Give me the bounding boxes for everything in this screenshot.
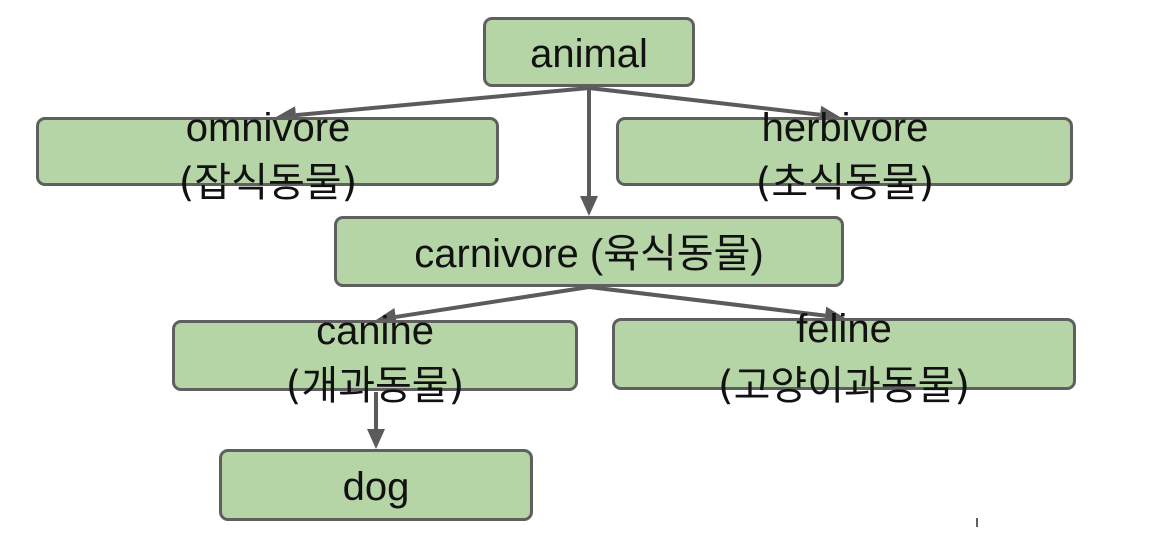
node-canine-korean-label: (개과동물) bbox=[285, 363, 465, 409]
edge-animal-to-omnivore bbox=[295, 86, 590, 118]
arrowhead-animal-to-carnivore bbox=[580, 196, 598, 216]
small-tick-mark bbox=[976, 518, 978, 527]
node-omnivore-korean-label: (잡식동물) bbox=[178, 160, 358, 206]
node-omnivore-label: omnivore bbox=[185, 106, 351, 150]
edge-carnivore-to-canine bbox=[395, 285, 590, 319]
edge-animal-to-herbivore bbox=[588, 86, 821, 117]
node-dog bbox=[219, 449, 533, 521]
arrowhead-canine-to-dog bbox=[367, 429, 385, 449]
node-herbivore-korean-label: (초식동물) bbox=[755, 160, 935, 206]
node-carnivore-label: carnivore (육식동물) bbox=[414, 232, 764, 276]
node-animal bbox=[483, 17, 695, 87]
node-canine-label: canine bbox=[316, 309, 434, 353]
node-animal-label: animal bbox=[530, 32, 648, 76]
node-herbivore-label: herbivore bbox=[761, 106, 929, 150]
node-feline bbox=[612, 318, 1076, 390]
edge-carnivore-to-feline bbox=[588, 285, 826, 318]
node-herbivore bbox=[616, 117, 1073, 186]
node-canine bbox=[172, 320, 578, 391]
node-dog-label: dog bbox=[342, 465, 410, 509]
node-omnivore bbox=[36, 117, 499, 186]
node-feline-korean-label: (고양이과동물) bbox=[717, 363, 971, 409]
node-feline-label: feline bbox=[796, 307, 892, 351]
node-carnivore bbox=[334, 216, 844, 287]
